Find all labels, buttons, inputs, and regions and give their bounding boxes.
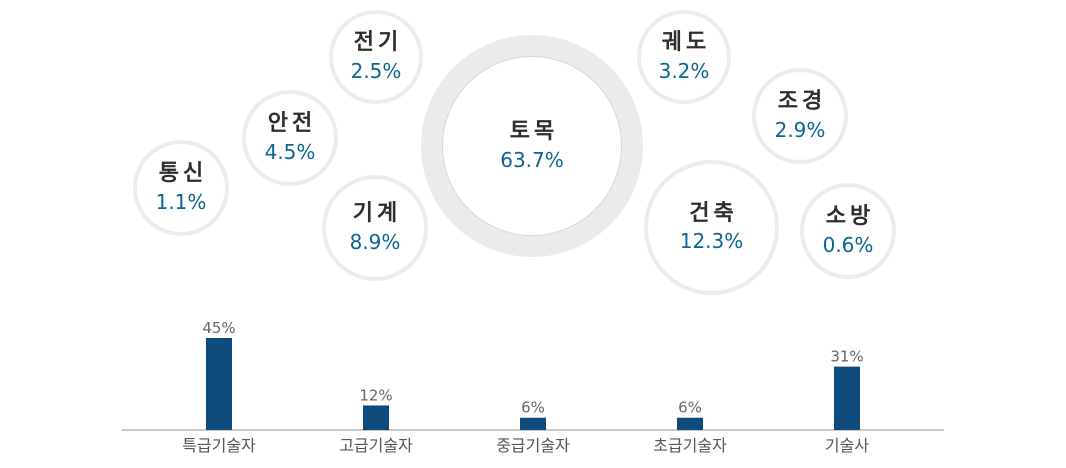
bubble-label: 안전 bbox=[267, 111, 317, 137]
bubble-label: 소방 bbox=[825, 204, 875, 230]
category-label-0: 특급기술자 bbox=[182, 436, 256, 455]
bar-3 bbox=[677, 417, 703, 430]
bubble-value: 2.5% bbox=[350, 58, 402, 83]
bubble-architecture: 건축 12.3% bbox=[644, 160, 779, 295]
bubble-value: 0.6% bbox=[822, 232, 874, 257]
bubble-track: 궤도 3.2% bbox=[637, 10, 731, 104]
category-label-4: 기술사 bbox=[825, 436, 869, 455]
bubble-landscape: 조경 2.9% bbox=[752, 68, 848, 164]
bubble-civil: 토목 63.7% bbox=[421, 35, 643, 257]
bars: 45% 특급기술자 12% 고급기술자 6% 중급기술자 6% 초급기술자 31% 기술사 bbox=[182, 319, 869, 455]
bubble-mechanical: 기계 8.9% bbox=[322, 175, 428, 281]
category-label-1: 고급기술자 bbox=[339, 436, 413, 455]
category-label-2: 중급기술자 bbox=[496, 436, 570, 455]
bubble-value: 1.1% bbox=[155, 189, 207, 214]
bubble-label: 토목 bbox=[509, 119, 559, 145]
bubble-value: 4.5% bbox=[264, 139, 316, 164]
bar-chart: 45% 특급기술자 12% 고급기술자 6% 중급기술자 6% 초급기술자 31% 기술사 bbox=[122, 319, 944, 455]
bar-value-label-0: 45% bbox=[202, 319, 235, 337]
bubble-label: 전기 bbox=[353, 30, 403, 56]
bubble-label: 조경 bbox=[777, 89, 827, 115]
bubble-value: 2.9% bbox=[774, 117, 826, 142]
bar-value-label-1: 12% bbox=[359, 386, 392, 404]
bar-2 bbox=[520, 417, 546, 430]
bubble-telecom: 통신 1.1% bbox=[133, 140, 229, 236]
bar-value-label-4: 31% bbox=[830, 348, 863, 366]
bubble-value: 63.7% bbox=[500, 147, 564, 172]
bubble-electric: 전기 2.5% bbox=[329, 10, 423, 104]
bubble-civil-inner: 토목 63.7% bbox=[442, 56, 622, 236]
bar-0 bbox=[206, 338, 232, 430]
bubble-safety: 안전 4.5% bbox=[242, 90, 338, 186]
bubble-label: 기계 bbox=[352, 201, 402, 227]
bubble-label: 통신 bbox=[158, 161, 208, 187]
bar-1 bbox=[363, 405, 389, 430]
bubble-value: 3.2% bbox=[658, 58, 710, 83]
bubble-value: 8.9% bbox=[349, 229, 401, 254]
bar-4 bbox=[834, 366, 860, 430]
category-label-3: 초급기술자 bbox=[653, 436, 727, 455]
bubble-fire: 소방 0.6% bbox=[800, 183, 896, 279]
bubble-label: 궤도 bbox=[661, 30, 711, 56]
bubble-label: 건축 bbox=[689, 200, 738, 226]
bar-value-label-3: 6% bbox=[678, 399, 702, 417]
bubble-value: 12.3% bbox=[679, 229, 744, 254]
bar-value-label-2: 6% bbox=[521, 399, 545, 417]
